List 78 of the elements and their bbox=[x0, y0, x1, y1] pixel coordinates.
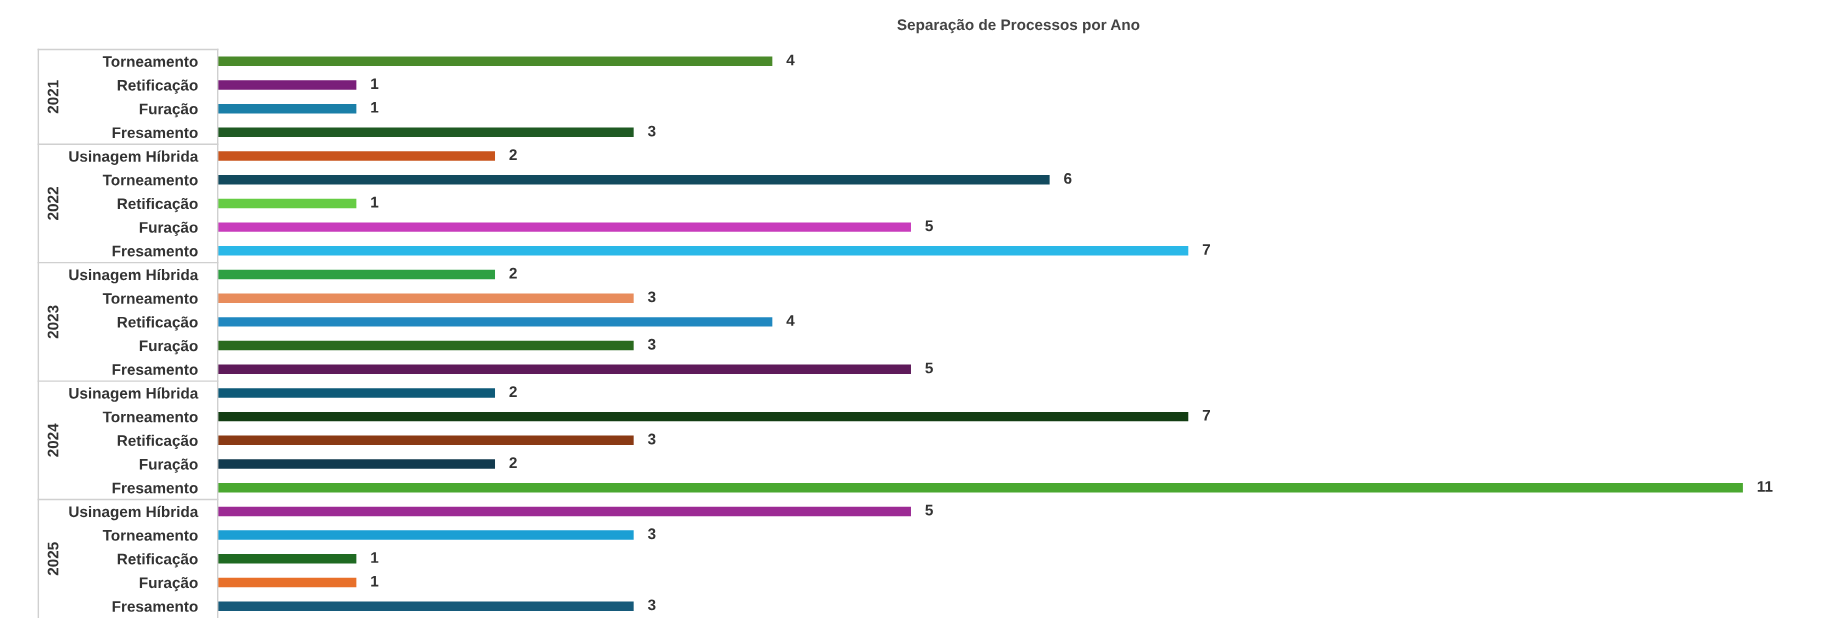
data-label: 3 bbox=[647, 125, 656, 137]
y-tick-label: Furação bbox=[139, 458, 198, 473]
bar bbox=[217, 482, 1743, 493]
data-label: 1 bbox=[371, 575, 379, 587]
data-label: 3 bbox=[647, 291, 656, 303]
text: 2021 bbox=[47, 80, 59, 114]
data-label: 5 bbox=[925, 220, 933, 232]
bar bbox=[217, 530, 634, 540]
bar bbox=[217, 601, 634, 611]
bar bbox=[217, 340, 634, 351]
bar bbox=[217, 269, 496, 280]
data-label: 7 bbox=[1202, 410, 1211, 421]
bar bbox=[217, 151, 496, 161]
data-label: 3 bbox=[647, 338, 656, 350]
data-label: 4 bbox=[786, 54, 795, 66]
bar bbox=[217, 435, 634, 446]
text: 2024 bbox=[47, 423, 59, 457]
data-label: 1 bbox=[371, 102, 379, 113]
chart-title: Separação de Processos por Ano bbox=[897, 18, 1140, 34]
data-label: 5 bbox=[925, 362, 933, 374]
bar bbox=[217, 103, 357, 114]
y-tick-label: Usinagem Híbrida bbox=[69, 505, 199, 521]
y-tick-label: Torneamento bbox=[102, 293, 198, 304]
bar bbox=[217, 222, 911, 232]
bar bbox=[217, 293, 634, 303]
data-label: 11 bbox=[1757, 481, 1773, 492]
text: 2022 bbox=[47, 187, 59, 220]
y-tick-label: Torneamento bbox=[102, 530, 198, 541]
bar bbox=[217, 459, 496, 469]
y-tick-label: Retificação bbox=[117, 553, 198, 568]
y-tick-label: Fresamento bbox=[112, 601, 198, 612]
bar bbox=[217, 127, 634, 138]
bar bbox=[217, 411, 1189, 422]
y-tick-label: Torneamento bbox=[102, 174, 198, 186]
y-tick-label: Torneamento bbox=[102, 411, 198, 423]
y-tick-label: Fresamento bbox=[112, 127, 198, 139]
y-tick-label: Furação bbox=[139, 576, 198, 592]
bar bbox=[217, 80, 357, 90]
data-label: 5 bbox=[925, 504, 933, 516]
data-label: 3 bbox=[647, 599, 656, 611]
data-label: 6 bbox=[1064, 173, 1072, 184]
y-tick-label: Furação bbox=[139, 221, 198, 236]
bar bbox=[217, 175, 1050, 185]
data-label: 4 bbox=[786, 315, 795, 326]
data-label: 3 bbox=[647, 528, 656, 540]
y-tick-label: Torneamento bbox=[102, 56, 198, 67]
data-label: 1 bbox=[371, 196, 379, 208]
bar bbox=[217, 317, 773, 327]
data-label: 7 bbox=[1202, 244, 1211, 255]
bar bbox=[217, 198, 357, 209]
bar bbox=[217, 388, 496, 398]
data-label: 1 bbox=[371, 78, 379, 89]
text: 2023 bbox=[47, 305, 59, 339]
y-tick-label: Fresamento bbox=[112, 482, 198, 494]
data-label: 2 bbox=[509, 457, 517, 468]
y-tick-label: Fresamento bbox=[112, 364, 198, 375]
y-tick-label: Retificação bbox=[117, 79, 198, 94]
y-tick-label: Usinagem Híbrida bbox=[69, 268, 199, 284]
bar bbox=[217, 246, 1189, 256]
data-label: 2 bbox=[509, 386, 517, 397]
y-tick-label: Furação bbox=[139, 103, 198, 118]
data-label: 1 bbox=[371, 552, 379, 563]
y-tick-label: Fresamento bbox=[112, 245, 198, 257]
y-tick-label: Usinagem Híbrida bbox=[69, 150, 199, 165]
bar bbox=[217, 364, 911, 374]
data-label: 2 bbox=[509, 267, 517, 279]
y-tick-label: Usinagem Híbrida bbox=[69, 387, 199, 402]
data-label: 3 bbox=[647, 433, 656, 445]
bar bbox=[217, 577, 357, 588]
y-tick-label: Retificação bbox=[117, 197, 198, 213]
y-tick-label: Retificação bbox=[117, 434, 198, 450]
y-tick-label: Retificação bbox=[117, 316, 198, 331]
data-label: 2 bbox=[509, 149, 517, 160]
bar bbox=[217, 506, 911, 517]
bar bbox=[217, 554, 357, 564]
y-tick-label: Furação bbox=[139, 340, 198, 355]
bar bbox=[217, 56, 773, 67]
text: 2025 bbox=[47, 542, 59, 576]
